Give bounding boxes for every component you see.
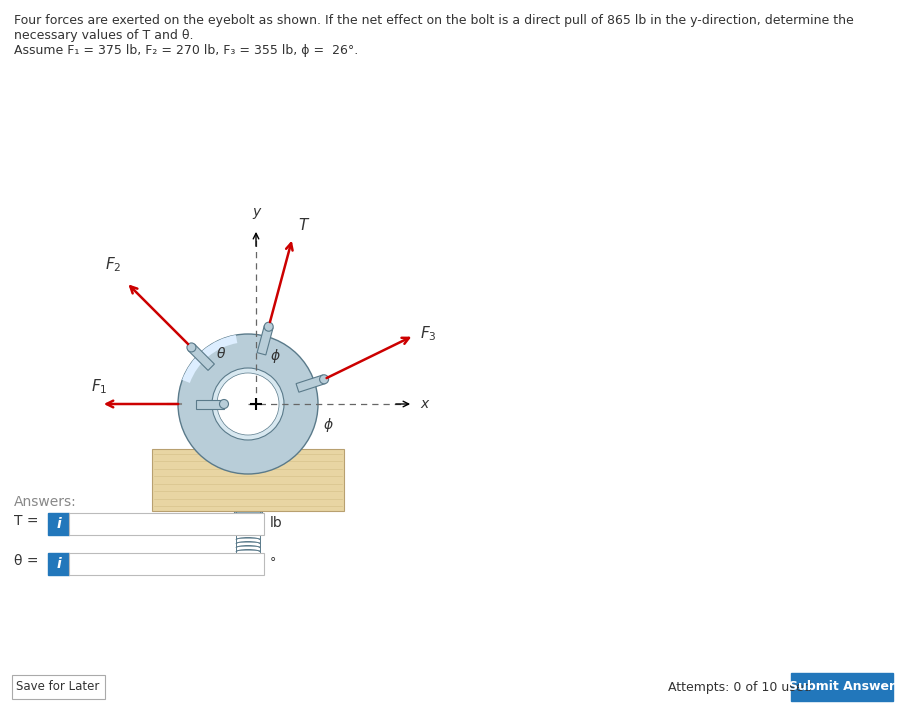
FancyBboxPatch shape	[69, 553, 264, 575]
Text: T =: T =	[14, 514, 38, 528]
Text: Attempts: 0 of 10 used: Attempts: 0 of 10 used	[668, 680, 812, 693]
FancyBboxPatch shape	[69, 513, 264, 535]
Text: i: i	[56, 516, 61, 531]
Text: $\phi$: $\phi$	[323, 416, 333, 434]
Circle shape	[265, 322, 274, 331]
Polygon shape	[188, 344, 215, 371]
Text: necessary values of T and θ.: necessary values of T and θ.	[14, 29, 194, 42]
Text: Save for Later: Save for Later	[16, 680, 100, 693]
Polygon shape	[228, 407, 268, 449]
Polygon shape	[196, 399, 224, 409]
Text: y: y	[252, 205, 260, 219]
Text: $T$: $T$	[297, 217, 310, 233]
FancyBboxPatch shape	[791, 673, 893, 701]
Circle shape	[219, 399, 228, 409]
Text: $\theta$: $\theta$	[216, 346, 226, 361]
Text: i: i	[56, 556, 61, 571]
Circle shape	[212, 368, 284, 440]
Text: $F_1$: $F_1$	[91, 377, 108, 396]
FancyBboxPatch shape	[234, 511, 262, 529]
Text: x: x	[420, 397, 429, 411]
FancyBboxPatch shape	[12, 675, 105, 699]
Circle shape	[217, 373, 279, 435]
Text: °: °	[270, 556, 276, 569]
FancyBboxPatch shape	[48, 513, 69, 535]
FancyBboxPatch shape	[48, 553, 69, 575]
Text: Four forces are exerted on the eyebolt as shown. If the net effect on the bolt i: Four forces are exerted on the eyebolt a…	[14, 14, 853, 27]
FancyBboxPatch shape	[152, 449, 344, 511]
Text: lb: lb	[270, 516, 283, 530]
Circle shape	[187, 343, 196, 352]
Text: θ =: θ =	[14, 554, 38, 568]
Circle shape	[320, 375, 329, 384]
Text: Answers:: Answers:	[14, 495, 77, 509]
Circle shape	[178, 334, 318, 474]
Text: $F_3$: $F_3$	[420, 324, 437, 343]
Polygon shape	[296, 375, 325, 392]
Text: $\phi$: $\phi$	[270, 347, 281, 365]
Polygon shape	[257, 326, 273, 355]
Text: Assume F₁ = 375 lb, F₂ = 270 lb, F₃ = 355 lb, ϕ =  26°.: Assume F₁ = 375 lb, F₂ = 270 lb, F₃ = 35…	[14, 44, 358, 57]
Text: Submit Answer: Submit Answer	[789, 680, 895, 693]
Text: $F_2$: $F_2$	[105, 256, 121, 275]
